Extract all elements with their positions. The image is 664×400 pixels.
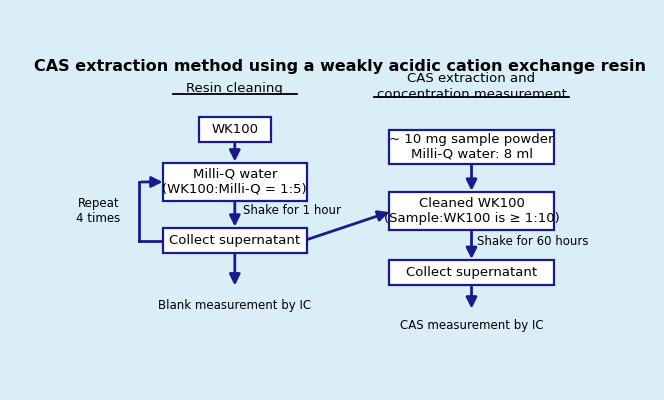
- FancyBboxPatch shape: [389, 260, 554, 286]
- Text: Repeat
4 times: Repeat 4 times: [76, 197, 121, 225]
- Text: CAS measurement by IC: CAS measurement by IC: [400, 319, 543, 332]
- Text: Resin cleaning: Resin cleaning: [187, 82, 284, 94]
- Text: Cleaned WK100
(Sample:WK100 is ≥ 1:10): Cleaned WK100 (Sample:WK100 is ≥ 1:10): [384, 197, 559, 225]
- Text: Shake for 60 hours: Shake for 60 hours: [477, 235, 588, 248]
- Text: CAS extraction and
concentration measurement: CAS extraction and concentration measure…: [376, 72, 566, 100]
- Text: Milli-Q water
(WK100:Milli-Q = 1:5): Milli-Q water (WK100:Milli-Q = 1:5): [163, 168, 307, 196]
- Text: Blank measurement by IC: Blank measurement by IC: [158, 299, 311, 312]
- Text: ~ 10 mg sample powder
Milli-Q water: 8 ml: ~ 10 mg sample powder Milli-Q water: 8 m…: [389, 132, 554, 160]
- FancyBboxPatch shape: [163, 228, 307, 253]
- Text: Collect supernatant: Collect supernatant: [406, 266, 537, 279]
- Text: CAS extraction method using a weakly acidic cation exchange resin: CAS extraction method using a weakly aci…: [35, 59, 646, 74]
- FancyBboxPatch shape: [163, 163, 307, 201]
- FancyBboxPatch shape: [199, 117, 271, 142]
- Text: Shake for 1 hour: Shake for 1 hour: [242, 204, 341, 217]
- Text: Collect supernatant: Collect supernatant: [169, 234, 300, 247]
- FancyBboxPatch shape: [389, 130, 554, 164]
- FancyBboxPatch shape: [389, 192, 554, 230]
- Text: WK100: WK100: [211, 123, 258, 136]
